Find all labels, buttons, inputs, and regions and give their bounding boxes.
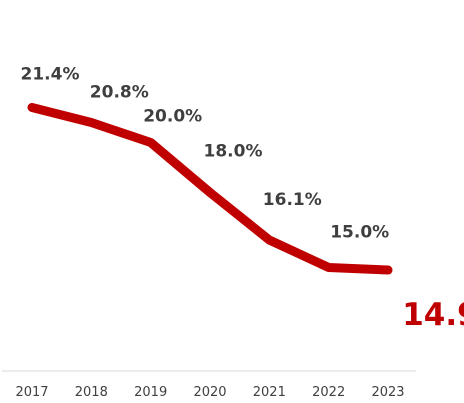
data-label-highlight: 14.9% [402,297,464,333]
x-tick-label: 2023 [371,385,404,400]
series-line-group [27,103,393,275]
data-label: 20.8% [90,83,149,103]
x-tick-label: 2022 [312,385,345,400]
series-line [27,103,393,275]
x-tick-label: 2018 [75,385,108,400]
data-label: 16.1% [263,190,322,210]
data-label: 18.0% [204,142,263,162]
x-tick-label-group: 2017 2018 2019 2020 2021 2022 2023 [15,385,404,400]
x-tick-label: 2021 [253,385,286,400]
data-label: 21.4% [21,65,80,85]
data-label: 20.0% [143,107,202,127]
x-tick-label: 2020 [193,385,226,400]
data-label: 15.0% [330,223,389,243]
x-tick-label: 2019 [134,385,167,400]
x-tick-label: 2017 [15,385,48,400]
data-label-group: 21.4% 20.8% 20.0%18.0% 16.1% 15.0% 14.9% [21,65,464,334]
